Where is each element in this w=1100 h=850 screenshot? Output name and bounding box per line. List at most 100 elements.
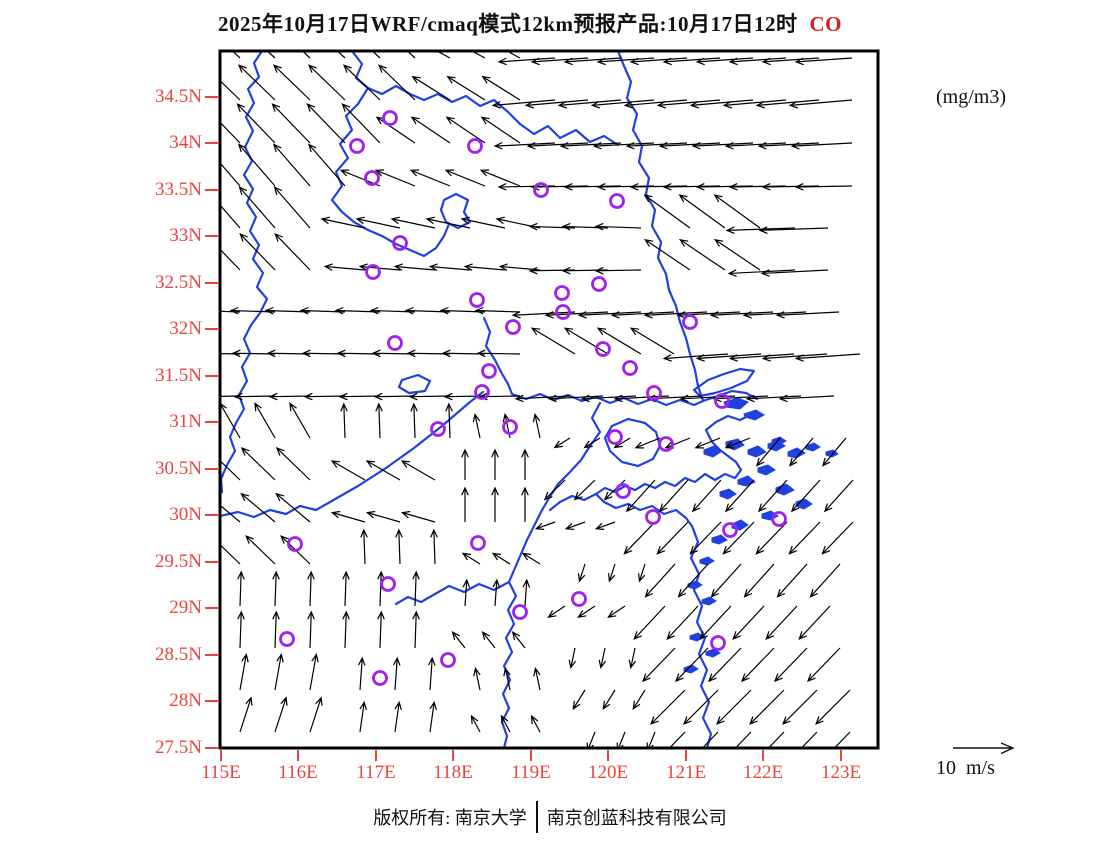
wind-arrow (530, 57, 589, 66)
wind-arrow (275, 446, 311, 481)
station-marker (622, 360, 638, 376)
island-shape (805, 442, 821, 452)
station-marker (722, 522, 738, 538)
wind-arrow (658, 479, 689, 513)
wind-arrow (709, 311, 774, 319)
station-marker (607, 429, 623, 445)
wind-arrow (775, 311, 840, 319)
coastline-path (394, 580, 511, 606)
wind-arrow (563, 327, 609, 355)
island-shape (711, 534, 728, 545)
wind-arrow (410, 116, 451, 144)
lat-tick-label: 33.5N (155, 179, 202, 200)
wind-arrow (393, 263, 436, 271)
wind-arrow (377, 64, 416, 101)
wind-arrow (336, 51, 346, 59)
wind-arrow (272, 610, 280, 649)
station-marker (364, 170, 380, 186)
wind-arrow (563, 57, 622, 66)
wind-arrow (480, 116, 521, 144)
wind-arrow (330, 460, 366, 481)
wind-arrow (500, 714, 511, 733)
island-shape (825, 449, 839, 458)
wind-arrow (573, 479, 596, 501)
lake-outline (439, 192, 472, 230)
wind-arrow (491, 448, 499, 480)
wind-arrow (734, 731, 752, 748)
wind-arrow (237, 610, 245, 649)
wind-arrow (429, 700, 437, 733)
wind-arrow (307, 570, 315, 607)
coastline-path (548, 412, 754, 512)
wind-arrow (428, 263, 471, 271)
wind-arrow (742, 311, 807, 319)
lat-tick-label: 29.5N (155, 551, 202, 572)
wind-arrow (492, 578, 501, 607)
wind-arrow (233, 392, 276, 401)
wind-arrow (691, 141, 754, 150)
wind-arrow (365, 460, 401, 481)
wind-arrow (592, 141, 655, 150)
copyright-footer: 版权所有: 南京大学 南京创蓝科技有限公司 (0, 801, 1100, 833)
wind-arrow (534, 521, 556, 530)
wind-arrow (833, 731, 851, 748)
station-marker (440, 652, 456, 668)
wind-arrow (794, 183, 853, 191)
wind-arrow (629, 327, 675, 355)
wind-arrow (732, 605, 765, 640)
station-marker (502, 419, 518, 435)
station-marker (771, 511, 787, 527)
wind-arrow (307, 64, 346, 101)
wind-arrow (623, 521, 656, 555)
lon-tick-label: 116E (278, 762, 318, 783)
wind-arrow (683, 689, 719, 725)
wind-arrow (446, 75, 486, 101)
wind-arrow (722, 99, 787, 109)
wind-arrow (725, 226, 796, 234)
wind-arrow (765, 605, 798, 640)
wind-arrow (237, 570, 245, 607)
wind-arrow (809, 563, 841, 598)
wind-arrow (695, 57, 754, 66)
wind-arrow (237, 143, 276, 187)
wind-arrow (553, 437, 571, 449)
wind-arrow (701, 731, 719, 748)
wind-arrow (724, 437, 751, 449)
wind-arrow (577, 311, 642, 319)
wind-arrow (724, 141, 787, 150)
wind-arrow (236, 103, 276, 144)
wind-arrow (392, 656, 401, 691)
species-label: CO (809, 12, 842, 36)
wind-arrow (238, 186, 276, 229)
wind-arrow (394, 700, 402, 733)
wind-arrow (365, 510, 401, 523)
wind-arrow (823, 479, 854, 513)
wind-arrow (491, 552, 511, 565)
wind-arrow (461, 486, 469, 522)
wind-arrow (634, 437, 661, 449)
lon-tick-label: 115E (201, 762, 241, 783)
station-marker (279, 631, 295, 647)
wind-arrow (481, 631, 496, 649)
wind-arrow (463, 263, 506, 271)
wind-arrow (275, 492, 311, 523)
station-marker (470, 535, 486, 551)
coastline-path (692, 367, 756, 398)
station-marker (714, 393, 730, 409)
wind-arrow (341, 103, 381, 144)
station-marker (467, 138, 483, 154)
copyright-left: 版权所有: 南京大学 (373, 808, 527, 828)
wind-arrow (371, 51, 381, 59)
wind-arrow (476, 349, 521, 358)
wind-arrow (274, 653, 284, 691)
wind-arrow (658, 141, 721, 150)
station-marker (505, 319, 521, 335)
wind-arrow (790, 141, 853, 150)
station-marker (430, 421, 446, 437)
wind-arrow (727, 269, 796, 277)
lat-tick-label: 29N (169, 597, 202, 618)
island-shape (699, 556, 715, 566)
wind-arrow (274, 232, 311, 271)
wind-arrow (481, 75, 521, 101)
